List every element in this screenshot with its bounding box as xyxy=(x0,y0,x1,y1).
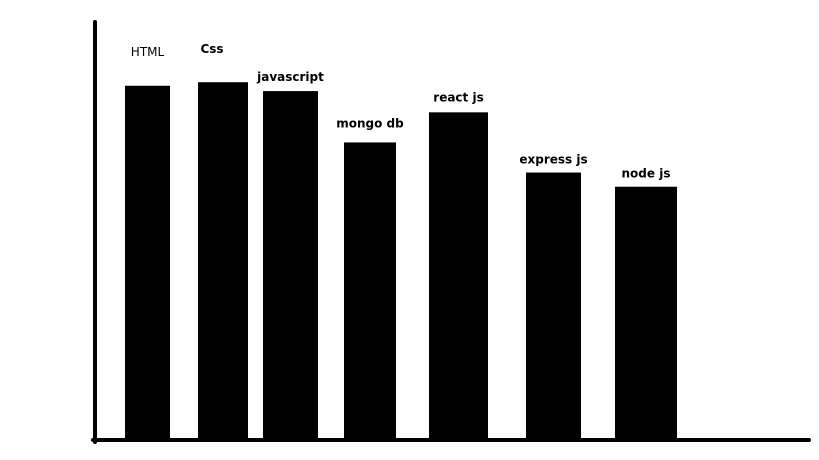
bar-react-js xyxy=(429,112,488,440)
bar-label-mongo-db: mongo db xyxy=(336,116,404,130)
bar-label-express-js: express js xyxy=(519,153,587,167)
bar-label-html: HTML xyxy=(131,45,165,59)
bar-html xyxy=(125,85,170,441)
bar-label-node-js: node js xyxy=(622,167,671,181)
bars-layer xyxy=(125,82,677,441)
bar-label-css: Css xyxy=(200,42,223,56)
bar-label-javascript: javascript xyxy=(256,70,324,84)
bar-javascript xyxy=(263,91,318,441)
bar-label-react-js: react js xyxy=(433,90,483,104)
bar-node-js xyxy=(615,186,677,440)
bar-express-js xyxy=(526,172,581,440)
bar-css xyxy=(198,82,248,440)
labels-layer: HTML Css javascript mongo db react js express… xyxy=(131,42,671,181)
bar-mongo-db xyxy=(344,142,396,440)
